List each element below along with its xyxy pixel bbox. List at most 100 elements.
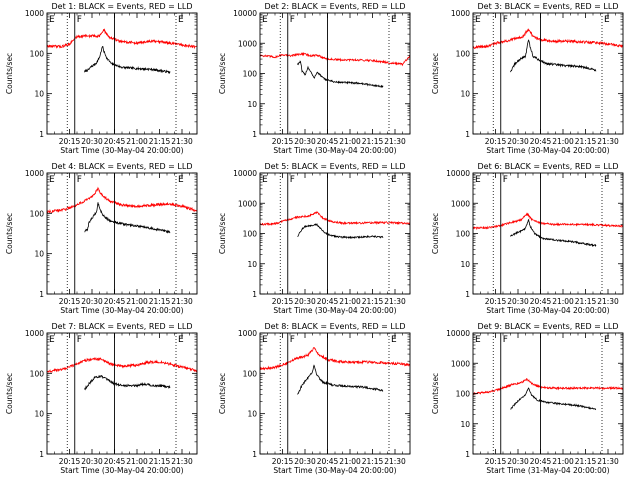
x-tick-label: 21:00 (126, 137, 148, 146)
y-axis-label: Counts/sec (218, 53, 227, 94)
plot-area (260, 347, 410, 395)
x-tick-label: 20:45 (104, 297, 126, 306)
plot-frame (259, 12, 411, 135)
panel-det-7: Det 7: BLACK = Events, RED = LLD E F E 1 10 10… (5, 322, 198, 475)
marker-label-end: E (604, 15, 610, 25)
x-tick-label: 21:15 (362, 297, 384, 306)
marker-label-start: E (475, 15, 481, 25)
x-axis-label: Start Time (30-May-04 20:00:00) (60, 466, 183, 475)
series-events-line (510, 219, 597, 248)
x-tick-label: 20:15 (59, 137, 81, 146)
y-tick-label: 1000 (238, 39, 257, 48)
y-tick-label: 10 (34, 90, 44, 99)
marker-label-end: E (391, 15, 397, 25)
panel-det-3: Det 3: BLACK = Events, RED = LLD E F E 1 10 10… (431, 2, 624, 155)
y-tick-label: 100 (30, 209, 45, 218)
y-tick-label: 100 (456, 390, 471, 399)
panel-title: Det 5: BLACK = Events, RED = LLD (265, 162, 406, 171)
marker-label-start: E (49, 15, 55, 25)
x-tick-label: 21:00 (339, 297, 361, 306)
y-tick-label: 10 (34, 250, 44, 259)
plot-area (260, 52, 410, 89)
series-events-line (510, 387, 597, 411)
plot-area (47, 186, 197, 234)
x-tick-label: 20:45 (530, 137, 552, 146)
x-tick-label: 21:00 (339, 137, 361, 146)
plot-frame (259, 332, 411, 455)
x-tick-label: 21:00 (339, 457, 361, 466)
series-events-line (84, 374, 171, 391)
y-tick-label: 10 (460, 420, 470, 429)
x-axis-label: Start Time (30-May-04 20:00:00) (60, 146, 183, 155)
series-lld-line (47, 356, 197, 374)
series-events-line (297, 60, 384, 89)
series-events-line (84, 46, 171, 75)
y-axis-label: Counts/sec (5, 373, 14, 414)
y-tick-label: 1 (39, 290, 44, 299)
x-tick-label: 21:15 (362, 137, 384, 146)
series-events-line (297, 223, 384, 240)
x-tick-label: 20:15 (485, 457, 507, 466)
series-events-line (297, 364, 384, 395)
series-events-line (84, 202, 171, 234)
x-tick-label: 21:30 (597, 137, 619, 146)
plot-frame (46, 332, 198, 455)
x-tick-label: 21:15 (149, 457, 171, 466)
x-tick-label: 20:30 (294, 137, 316, 146)
y-axis-label: Counts/sec (431, 213, 440, 254)
marker-label-flare: F (290, 15, 295, 25)
x-tick-label: 21:15 (149, 297, 171, 306)
y-axis-label: Counts/sec (218, 213, 227, 254)
y-tick-label: 10 (460, 260, 470, 269)
panel-title: Det 3: BLACK = Events, RED = LLD (478, 2, 619, 11)
marker-label-flare: F (503, 175, 508, 185)
x-tick-label: 20:15 (59, 297, 81, 306)
panel-det-5: Det 5: BLACK = Events, RED = LLD E F E 1 10 10… (218, 162, 411, 315)
y-tick-label: 1000 (451, 359, 470, 368)
x-tick-label: 20:15 (59, 457, 81, 466)
x-tick-label: 20:15 (485, 297, 507, 306)
y-tick-label: 1 (252, 130, 257, 139)
panel-det-9: Det 9: BLACK = Events, RED = LLD E F E 1 10 10… (431, 322, 624, 475)
y-tick-label: 1000 (238, 329, 257, 338)
series-lld-line (473, 378, 623, 395)
x-tick-label: 20:45 (530, 457, 552, 466)
marker-label-start: E (262, 15, 268, 25)
x-axis-label: Start Time (30-May-04 20:00:00) (273, 146, 396, 155)
y-tick-label: 10000 (233, 9, 257, 18)
x-tick-label: 20:30 (294, 297, 316, 306)
y-tick-label: 10 (247, 260, 257, 269)
plot-frame (46, 172, 198, 295)
marker-label-start: E (49, 175, 55, 185)
series-lld-line (260, 52, 410, 67)
y-axis-label: Counts/sec (218, 373, 227, 414)
x-tick-label: 20:30 (507, 457, 529, 466)
x-axis-label: Start Time (30-May-04 20:00:00) (486, 146, 609, 155)
x-tick-label: 21:30 (384, 457, 406, 466)
y-axis-label: Counts/sec (5, 53, 14, 94)
marker-label-flare: F (503, 335, 508, 345)
series-lld-line (47, 186, 197, 214)
x-tick-label: 20:45 (530, 297, 552, 306)
x-tick-label: 20:30 (294, 457, 316, 466)
x-tick-label: 21:00 (552, 297, 574, 306)
marker-label-flare: F (290, 335, 295, 345)
y-tick-label: 10 (460, 90, 470, 99)
x-tick-label: 21:00 (552, 137, 574, 146)
x-tick-label: 20:30 (507, 297, 529, 306)
marker-label-start: E (475, 175, 481, 185)
plot-area (473, 28, 623, 73)
panel-det-8: Det 8: BLACK = Events, RED = LLD E F E 1 10 10… (218, 322, 411, 475)
y-axis-label: Counts/sec (431, 53, 440, 94)
y-tick-label: 10000 (446, 329, 470, 338)
x-tick-label: 21:15 (575, 137, 597, 146)
y-tick-label: 10000 (233, 169, 257, 178)
y-tick-label: 1 (465, 450, 470, 459)
marker-label-end: E (178, 175, 184, 185)
y-tick-label: 1000 (451, 9, 470, 18)
panel-title: Det 6: BLACK = Events, RED = LLD (478, 162, 619, 171)
x-tick-label: 20:30 (81, 137, 103, 146)
x-tick-label: 21:00 (126, 457, 148, 466)
panel-det-2: Det 2: BLACK = Events, RED = LLD E F E 1 10 10… (218, 2, 411, 155)
y-tick-label: 100 (243, 230, 258, 239)
